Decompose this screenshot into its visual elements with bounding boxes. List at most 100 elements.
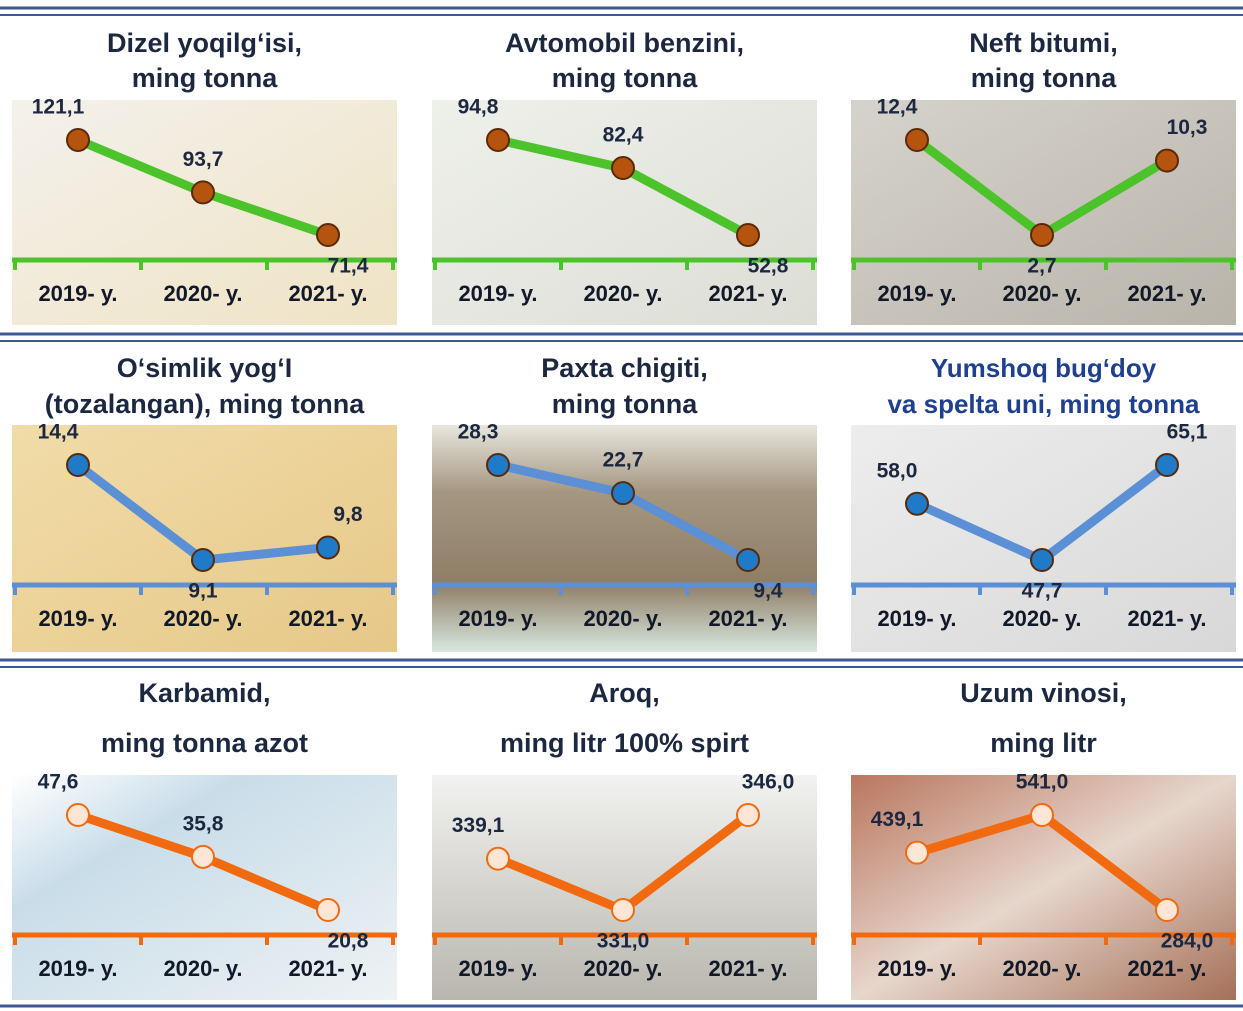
value-label: 35,8 — [183, 812, 224, 835]
x-tick-label: 2021- y. — [1127, 606, 1206, 631]
chart-title: ming litr 100% spirt — [500, 728, 749, 758]
value-label: 71,4 — [328, 255, 369, 278]
marker — [66, 128, 90, 152]
value-label: 20,8 — [328, 930, 369, 953]
x-tick-label: 2019- y. — [877, 606, 956, 631]
x-tick-label: 2020- y. — [163, 606, 242, 631]
marker — [486, 128, 510, 152]
value-label: 47,6 — [38, 771, 79, 794]
chart-title: ming tonna — [552, 389, 698, 419]
chart-title: Aroq, — [589, 678, 660, 708]
x-tick-label: 2021- y. — [708, 281, 787, 306]
value-label: 14,4 — [38, 421, 79, 444]
value-label: 94,8 — [458, 96, 499, 119]
value-label: 93,7 — [183, 148, 224, 171]
chart-title: va spelta uni, ming tonna — [887, 389, 1200, 419]
marker — [191, 844, 215, 869]
x-tick-label: 2019- y. — [877, 956, 956, 981]
x-tick-label: 2021- y. — [1127, 956, 1206, 981]
value-label: 9,8 — [333, 503, 363, 526]
value-label: 28,3 — [458, 421, 499, 444]
marker — [736, 548, 760, 572]
marker — [905, 840, 929, 865]
chart-title: Neft bitumi, — [969, 28, 1118, 58]
chart-title: ming tonna — [132, 63, 278, 93]
marker — [611, 156, 635, 181]
marker — [1030, 223, 1054, 247]
value-label: 65,1 — [1167, 421, 1208, 444]
chart-title: ming tonna — [971, 63, 1117, 93]
x-tick-label: 2019- y. — [38, 281, 117, 306]
marker — [611, 898, 635, 922]
chart-title: Paxta chigiti, — [541, 353, 708, 383]
marker — [1155, 453, 1179, 477]
x-tick-label: 2019- y. — [458, 281, 537, 306]
value-label: 541,0 — [1016, 771, 1069, 794]
x-tick-label: 2021- y. — [288, 956, 367, 981]
chart-title: O‘simlik yog‘I — [117, 353, 293, 383]
x-tick-label: 2020- y. — [1002, 281, 1081, 306]
marker — [191, 180, 215, 205]
chart-title: Uzum vinosi, — [960, 678, 1127, 708]
marker — [1155, 148, 1179, 173]
x-tick-label: 2020- y. — [163, 956, 242, 981]
x-tick-label: 2021- y. — [708, 606, 787, 631]
marker — [486, 453, 510, 477]
x-tick-label: 2019- y. — [38, 956, 117, 981]
chart-title: ming tonna azot — [101, 728, 308, 758]
marker — [66, 453, 90, 477]
marker — [316, 535, 340, 560]
x-tick-label: 2019- y. — [458, 606, 537, 631]
marker — [905, 491, 929, 516]
value-label: 284,0 — [1161, 930, 1214, 953]
marker — [1155, 898, 1179, 922]
value-label: 12,4 — [877, 96, 918, 119]
x-tick-label: 2019- y. — [38, 606, 117, 631]
value-label: 439,1 — [871, 808, 924, 831]
marker — [1030, 803, 1054, 827]
marker — [611, 481, 635, 506]
marker — [736, 223, 760, 247]
value-label: 52,8 — [748, 255, 789, 278]
value-label: 339,1 — [452, 814, 505, 837]
x-tick-label: 2020- y. — [1002, 606, 1081, 631]
value-label: 82,4 — [603, 124, 644, 147]
x-tick-label: 2021- y. — [1127, 281, 1206, 306]
marker — [191, 548, 215, 572]
x-tick-label: 2021- y. — [288, 606, 367, 631]
marker — [316, 898, 340, 922]
separators — [0, 6, 1243, 1008]
marker — [486, 846, 510, 871]
chart-title: Karbamid, — [138, 678, 270, 708]
value-label: 10,3 — [1167, 116, 1208, 139]
x-tick-label: 2021- y. — [708, 956, 787, 981]
value-label: 331,0 — [597, 930, 650, 953]
x-tick-label: 2020- y. — [583, 606, 662, 631]
value-label: 58,0 — [877, 459, 918, 482]
marker — [905, 128, 929, 152]
marker — [1030, 548, 1054, 572]
chart-title: Avtomobil benzini, — [505, 28, 744, 58]
x-tick-label: 2020- y. — [163, 281, 242, 306]
marker — [316, 223, 340, 247]
marker — [66, 803, 90, 827]
value-label: 47,7 — [1022, 580, 1063, 603]
chart-title: Dizel yoqilg‘isi, — [107, 28, 302, 58]
marker — [736, 803, 760, 827]
value-label: 22,7 — [603, 449, 644, 472]
chart-title: Yumshoq bug‘doy — [931, 353, 1157, 383]
value-label: 2,7 — [1027, 255, 1056, 278]
value-label: 346,0 — [742, 771, 795, 794]
chart-title: (tozalangan), ming tonna — [45, 389, 365, 419]
chart-title: ming litr — [990, 728, 1097, 758]
x-tick-label: 2020- y. — [1002, 956, 1081, 981]
value-label: 9,1 — [188, 580, 218, 603]
x-tick-label: 2020- y. — [583, 956, 662, 981]
x-tick-label: 2019- y. — [877, 281, 956, 306]
value-label: 121,1 — [32, 96, 85, 119]
x-tick-label: 2020- y. — [583, 281, 662, 306]
chart-title: ming tonna — [552, 63, 698, 93]
x-tick-label: 2019- y. — [458, 956, 537, 981]
x-tick-label: 2021- y. — [288, 281, 367, 306]
